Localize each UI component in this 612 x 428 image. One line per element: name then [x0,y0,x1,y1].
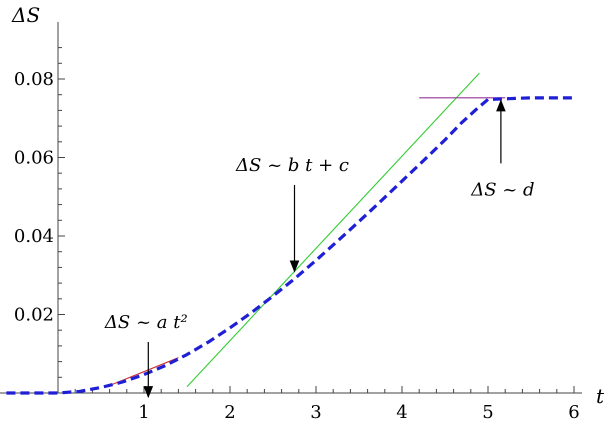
annotation-layer: ΔS ~ a t² ΔS ~ b t + c ΔS ~ d [104,99,535,399]
annotation-label: ΔS ~ d [470,179,534,200]
y-tick-label: 0.06 [14,148,54,169]
x-tick-label: 1 [138,402,149,423]
x-tick-label: 6 [568,402,579,423]
x-tick-label: 2 [224,402,235,423]
x-tick-label: 3 [310,402,321,423]
y-tick-label: 0.02 [14,305,54,326]
x-axis-label: t [596,384,605,408]
axes: 1 2 3 4 5 6 0.02 0.04 0.06 0.08 [0,22,582,423]
annotation-label: ΔS ~ b t + c [235,155,349,176]
series-layer [6,72,574,395]
fit-line [186,72,480,388]
annotation-label: ΔS ~ a t² [104,312,188,333]
y-axis-label: ΔS [11,3,40,27]
y-tick-label: 0.04 [14,226,54,247]
x-tick-label: 4 [396,402,407,423]
main-curve [6,96,574,395]
x-tick-label: 5 [482,402,493,423]
y-tick-label: 0.08 [14,69,54,90]
